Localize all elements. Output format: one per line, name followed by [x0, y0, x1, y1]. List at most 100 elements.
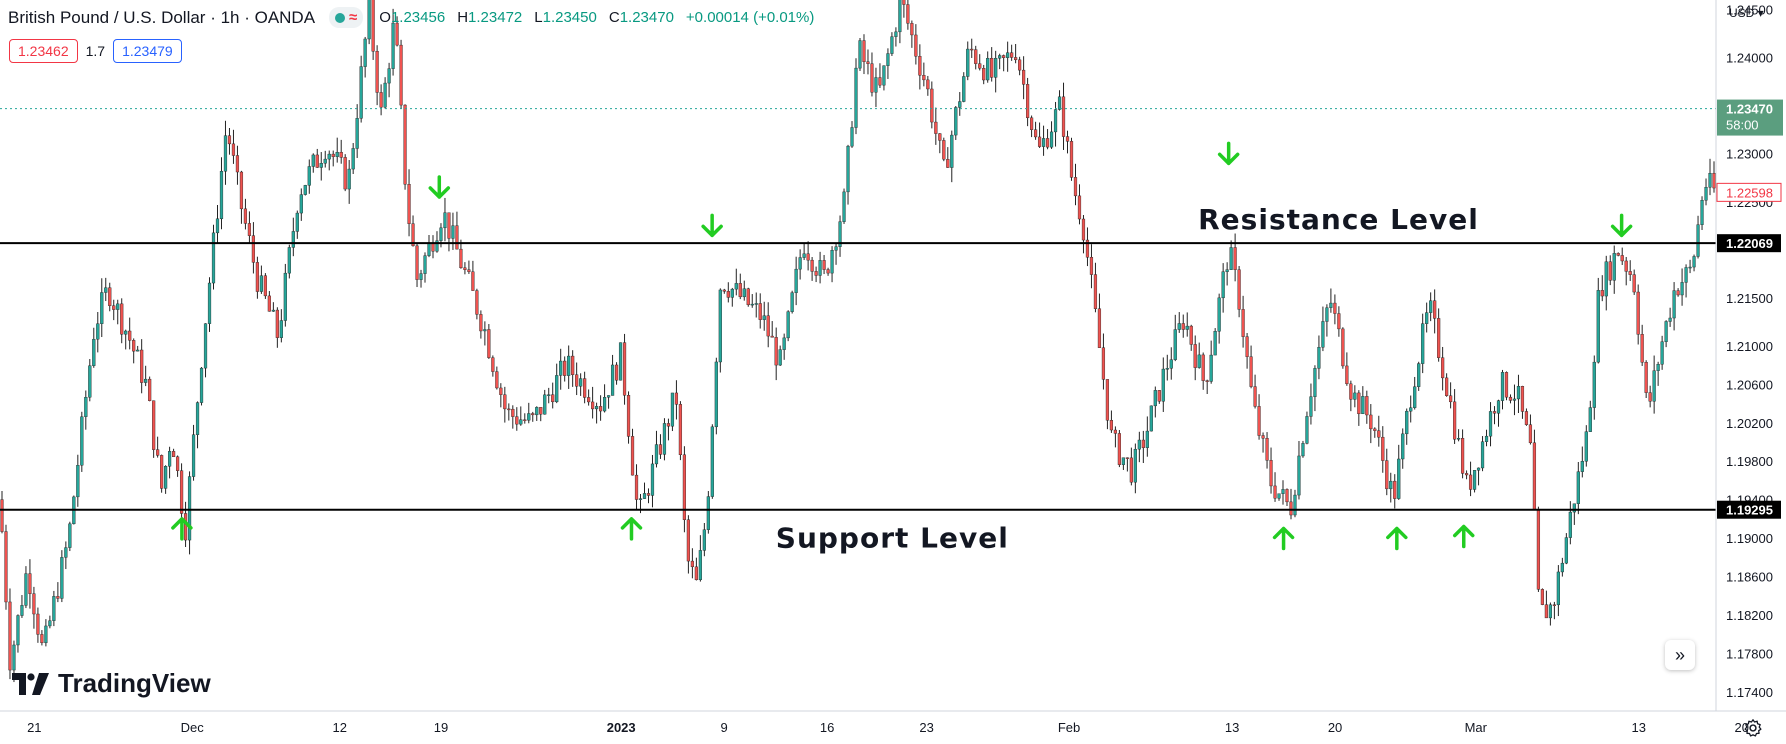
gear-icon[interactable]: [1742, 717, 1764, 739]
candle-body: [1464, 473, 1469, 476]
candle-body: [1085, 239, 1090, 258]
candle-body: [826, 269, 830, 274]
candle: [786, 310, 790, 342]
candle: [291, 217, 295, 257]
candle: [427, 235, 431, 258]
symbol-title[interactable]: British Pound / U.S. Dollar · 1h · OANDA: [8, 7, 316, 27]
candle-body: [1644, 362, 1648, 393]
candle: [1341, 327, 1345, 369]
candle: [164, 465, 168, 494]
currency-selector[interactable]: USD ▾: [1729, 6, 1764, 20]
candle: [1201, 352, 1205, 390]
candle-body: [1033, 129, 1038, 138]
candle-body: [4, 531, 8, 603]
candle-body: [650, 463, 655, 496]
candle-body: [1165, 368, 1169, 370]
candle: [215, 204, 220, 244]
arrow-path: [1386, 526, 1408, 551]
candle: [595, 402, 599, 424]
candle-body: [710, 426, 714, 497]
candle-body: [1221, 271, 1225, 299]
candle-body: [1002, 55, 1006, 58]
candle-body: [203, 323, 208, 369]
scroll-to-realtime-button[interactable]: »: [1665, 640, 1695, 670]
arrow-down-icon: [701, 213, 723, 238]
price-tick-label: 1.18600: [1726, 569, 1773, 584]
tradingview-logo[interactable]: TradingView: [12, 668, 211, 699]
candle-body: [555, 375, 559, 403]
candle: [1556, 565, 1560, 617]
candle: [718, 288, 722, 373]
candle-body: [1153, 390, 1157, 407]
candle: [1253, 374, 1257, 409]
candle: [1508, 394, 1513, 404]
candle: [415, 243, 419, 288]
candle: [1433, 289, 1437, 334]
candle-body: [974, 49, 978, 64]
candle: [371, 0, 375, 60]
candle: [571, 350, 575, 387]
candle-body: [1504, 372, 1509, 398]
time-tick-label: 20: [1328, 720, 1342, 735]
candle: [391, 8, 395, 76]
candle-body: [1704, 187, 1708, 201]
candle: [1357, 390, 1361, 426]
candle-body: [634, 474, 639, 500]
candle: [1588, 400, 1592, 432]
candle-body: [742, 288, 746, 298]
candle-body: [1069, 141, 1074, 178]
candle: [618, 342, 623, 381]
market-status-pill[interactable]: ≈: [329, 7, 364, 28]
candle: [1105, 379, 1110, 430]
candle-body: [24, 573, 28, 606]
candle: [1576, 462, 1580, 515]
candle: [152, 400, 156, 458]
time-axis[interactable]: 21 Dec 12 19 2023 9 16 23 Feb 13 20 Mar 13 20: [27, 720, 1749, 735]
candle: [1289, 488, 1293, 520]
candle: [148, 376, 152, 402]
arrow-path: [620, 517, 643, 541]
candle-body: [938, 133, 942, 141]
candle: [351, 143, 355, 174]
candle-body: [239, 171, 244, 210]
candle-body: [339, 152, 343, 158]
candle-body: [646, 493, 651, 496]
candle: [1393, 474, 1397, 509]
candle-body: [1548, 604, 1552, 619]
candle: [862, 34, 866, 75]
candle-body: [726, 291, 730, 298]
candle-body: [1421, 323, 1425, 364]
candle-body: [571, 355, 575, 375]
sell-button[interactable]: 1.23462: [9, 39, 78, 63]
candle-body: [1065, 136, 1070, 142]
candle-body: [678, 404, 683, 456]
candle: [830, 246, 834, 283]
candle: [1441, 346, 1445, 391]
buy-button[interactable]: 1.23479: [113, 39, 182, 63]
candle-body: [1233, 247, 1237, 270]
candle: [1069, 137, 1074, 181]
price-axis[interactable]: 1.245001.240001.230001.225001.215001.210…: [1726, 3, 1773, 700]
candle: [1652, 355, 1656, 414]
candle-body: [335, 152, 339, 157]
candle-body: [136, 349, 140, 352]
candle: [295, 210, 299, 239]
candle: [1269, 447, 1273, 494]
candle: [431, 235, 435, 259]
candle-body: [1524, 411, 1529, 425]
market-open-dot-icon: [335, 12, 346, 23]
candle-body: [96, 323, 100, 340]
candle-body: [415, 245, 419, 280]
candle: [56, 582, 60, 603]
candle-body: [395, 22, 399, 46]
candle: [1484, 429, 1489, 447]
candle: [1696, 215, 1700, 259]
candle-body: [235, 155, 240, 173]
candle-body: [898, 0, 902, 33]
candle-body: [1516, 386, 1521, 400]
candle-body: [1321, 321, 1325, 348]
candle: [814, 266, 818, 283]
candle-body: [1389, 480, 1393, 490]
candle: [399, 39, 403, 109]
